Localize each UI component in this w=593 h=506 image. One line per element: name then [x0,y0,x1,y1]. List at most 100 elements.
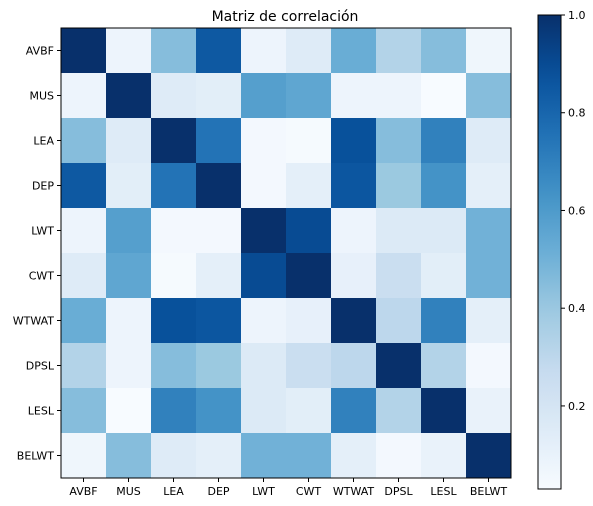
heatmap-cell [151,253,197,299]
heatmap-cell [61,253,107,299]
heatmap-cell [61,73,107,119]
colorbar-tick-label: 0.6 [568,204,586,217]
heatmap-cell [286,28,332,74]
heatmap-cell [106,343,152,389]
heatmap-cell [196,343,242,389]
heatmap-cell [421,118,467,164]
x-tick-label: LWT [252,485,275,498]
heatmap-cell [466,118,512,164]
heatmap-cell [106,253,152,299]
heatmap-cell [106,118,152,164]
heatmap-cell [376,298,422,344]
x-tick-label: DEP [207,485,229,498]
x-tick-label: LEA [163,485,184,498]
y-tick-label: BELWT [17,450,54,463]
heatmap-cell [376,208,422,254]
x-tick-label: MUS [116,485,141,498]
heatmap-cell [331,433,377,479]
heatmap-cell [286,253,332,299]
x-tick-label: CWT [296,485,322,498]
heatmap-cell [61,388,107,434]
heatmap-cell [376,118,422,164]
heatmap-cell [61,343,107,389]
heatmap-cell [151,73,197,119]
heatmap-cell [241,208,287,254]
heatmap-cell [331,73,377,119]
heatmap-cell [376,28,422,74]
heatmap-cell [106,208,152,254]
heatmap-cell [106,298,152,344]
y-tick-label: LESL [28,405,55,418]
heatmap-cell [151,388,197,434]
heatmap-cell [196,73,242,119]
y-tick-label: CWT [29,270,55,283]
heatmap-cell [331,28,377,74]
heatmap-cells [61,28,512,479]
colorbar-tick-label: 0.2 [568,400,586,413]
chart-title: Matriz de correlación [212,9,359,25]
heatmap-cell [151,343,197,389]
y-tick-label: LWT [31,225,54,238]
heatmap-cell [466,28,512,74]
heatmap-cell [241,433,287,479]
heatmap-cell [241,163,287,209]
heatmap-cell [376,163,422,209]
heatmap-cell [106,73,152,119]
heatmap-cell [331,343,377,389]
heatmap-cell [196,253,242,299]
heatmap-cell [151,298,197,344]
heatmap-cell [241,388,287,434]
y-tick-label: DPSL [26,360,55,373]
heatmap-cell [151,208,197,254]
heatmap-cell [286,433,332,479]
colorbar-tick-label: 0.8 [568,107,586,120]
heatmap-cell [331,208,377,254]
heatmap-cell [466,163,512,209]
colorbar-axis: 0.2 0.4 0.6 0.8 1.0 [561,9,586,413]
heatmap-cell [196,388,242,434]
heatmap-cell [421,163,467,209]
heatmap-cell [376,253,422,299]
heatmap-cell [421,433,467,479]
y-tick-label: LEA [33,135,54,148]
heatmap-cell [466,298,512,344]
heatmap-cell [61,298,107,344]
heatmap-cell [106,433,152,479]
heatmap-cell [376,73,422,119]
plot-frame [60,27,512,479]
heatmap-cell [376,388,422,434]
heatmap-cell [151,163,197,209]
heatmap-cell [421,388,467,434]
heatmap-cell [241,118,287,164]
heatmap-cell [466,208,512,254]
heatmap-cell [106,28,152,74]
x-tick-label: DPSL [384,485,413,498]
heatmap-cell [286,118,332,164]
heatmap-cell [286,73,332,119]
colorbar [537,14,562,490]
heatmap-cell [61,163,107,209]
heatmap-cell [196,163,242,209]
heatmap-cell [61,28,107,74]
x-tick-label: AVBF [69,485,97,498]
heatmap-cell [286,388,332,434]
heatmap-cell [421,208,467,254]
heatmap-cell [331,388,377,434]
heatmap-cell [241,28,287,74]
heatmap-cell [466,73,512,119]
heatmap-cell [241,253,287,299]
heatmap-cell [61,118,107,164]
heatmap-cell [376,433,422,479]
heatmap-cell [196,298,242,344]
x-tick-label: BELWT [470,485,507,498]
y-tick-label: WTWAT [13,315,55,328]
y-tick-label: AVBF [26,45,54,58]
heatmap-cell [331,298,377,344]
heatmap-cell [466,388,512,434]
heatmap-cell [241,73,287,119]
heatmap-cell [196,433,242,479]
heatmap-cell [286,208,332,254]
heatmap-cell [331,118,377,164]
heatmap-cell [241,298,287,344]
